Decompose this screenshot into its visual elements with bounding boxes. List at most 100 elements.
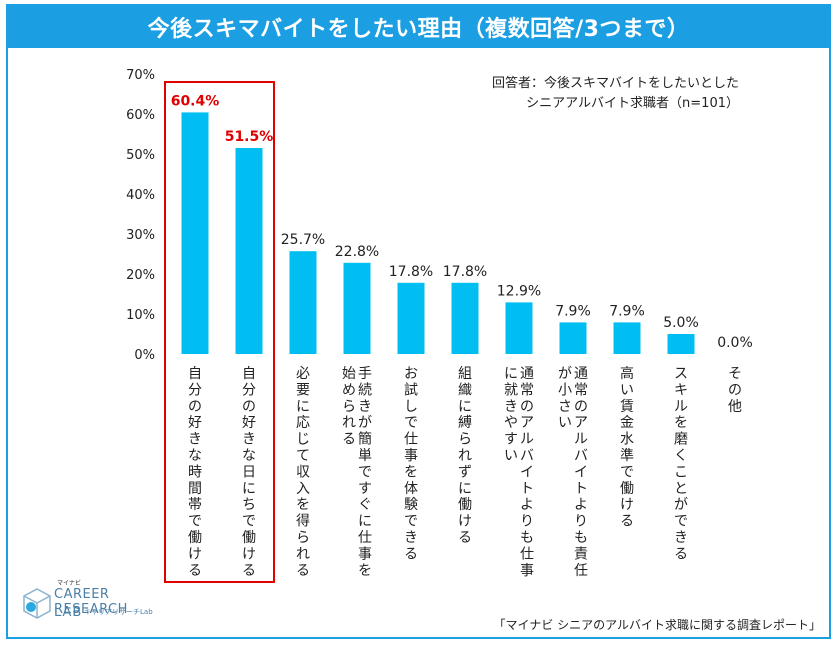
category-label-char: れ (458, 448, 472, 464)
source-note: 「マイナビ シニアのアルバイト求職に関する調査レポート」 (493, 618, 821, 632)
category-label-char: に (242, 481, 256, 497)
category-label-char: 自 (188, 366, 202, 382)
bar (343, 262, 371, 354)
category-label-char: な (188, 448, 202, 464)
category-label-char: き (404, 530, 418, 546)
category-label-char: る (404, 546, 418, 562)
category-label-char: ち (242, 497, 256, 513)
category-label-char: バ (574, 448, 588, 464)
category-label-char: 他 (728, 399, 742, 415)
category-label-char: の (242, 399, 256, 415)
category-label-char: も (520, 530, 534, 546)
value-label: 22.8% (335, 244, 379, 260)
value-label: 12.9% (497, 283, 541, 299)
category-label-char: き (504, 399, 518, 415)
category-label-char: 手 (358, 366, 372, 382)
category-label-char: を (674, 415, 688, 431)
category-label-char: 必 (296, 366, 310, 382)
category-label-char: な (242, 448, 256, 464)
category-label-char: 仕 (358, 530, 372, 546)
category-label-char: を (358, 563, 372, 579)
category-label-char: イ (574, 464, 588, 480)
category-label-char: で (358, 464, 372, 480)
category-label-char: 始 (342, 366, 356, 382)
category-label-char: 通 (574, 366, 588, 382)
category-label-char: き (242, 432, 256, 448)
respondent-note: 回答者：今後スキマバイトをしたいとした シニアアルバイト求職者（n=101） (492, 74, 739, 114)
cube-logo-icon (23, 588, 51, 619)
bar (667, 334, 695, 354)
category-label-char: め (342, 382, 356, 398)
category-label-char: く (674, 448, 688, 464)
y-tick-label: 40% (126, 188, 155, 203)
value-label: 0.0% (717, 335, 753, 351)
bar (505, 302, 533, 354)
category-label-char: れ (342, 415, 356, 431)
category-label-char: る (458, 530, 472, 546)
category-label-char: ル (674, 399, 688, 415)
category-label-char: 単 (358, 448, 372, 464)
category-label-char: 金 (620, 415, 634, 431)
category-label-char: 試 (404, 382, 418, 398)
category-label-char: の (728, 382, 742, 398)
category-label-char: の (188, 399, 202, 415)
logo-sub: キャリアリサーチLab (84, 608, 153, 616)
category-label-char: 間 (188, 481, 202, 497)
value-label: 17.8% (389, 264, 433, 280)
category-label-char: け (458, 514, 472, 530)
category-label-char: 好 (188, 415, 202, 431)
category-label-char: で (188, 514, 202, 530)
category-label-char: 事 (404, 448, 418, 464)
category-label-char: お (404, 366, 418, 382)
category-label-char: が (558, 366, 572, 382)
category-label-char: 時 (188, 464, 202, 480)
category-label-char: よ (574, 497, 588, 513)
career-research-lab-logo: マイナビ CAREER RESEARCH LAB キャリアリサーチLab (22, 580, 172, 625)
category-label-char: に (504, 366, 518, 382)
category-label-char: に (458, 481, 472, 497)
category-label-char: ル (574, 432, 588, 448)
value-label: 60.4% (171, 93, 220, 109)
y-tick-label: 0% (134, 348, 155, 363)
category-label-char: を (404, 464, 418, 480)
category-label-char: ア (520, 415, 534, 431)
category-label-char: を (296, 497, 310, 513)
bar (397, 282, 425, 354)
category-label-char: バ (520, 448, 534, 464)
y-tick-label: 60% (126, 108, 155, 123)
category-label-char: ル (520, 432, 534, 448)
category-label-char: に (296, 399, 310, 415)
category-label-char: ア (574, 415, 588, 431)
category-label-char: れ (296, 546, 310, 562)
category-label-char: 準 (620, 448, 634, 464)
category-label-char: 通 (520, 366, 534, 382)
y-tick-label: 50% (126, 148, 155, 163)
category-label-char: 事 (520, 563, 534, 579)
category-label-char: し (404, 399, 418, 415)
category-label-char: で (404, 415, 418, 431)
category-label-char: で (404, 514, 418, 530)
category-label-char: 分 (242, 382, 256, 398)
category-label-char: る (342, 432, 356, 448)
category-label-char: け (620, 497, 634, 513)
category-label-char: き (358, 399, 372, 415)
category-label-char: す (358, 481, 372, 497)
category-label-char: じ (296, 432, 310, 448)
category-label-char: の (574, 399, 588, 415)
category-label-char: 働 (458, 497, 472, 513)
category-label-char: 常 (574, 382, 588, 398)
category-label-char: 高 (620, 365, 634, 382)
respondent-note-line2: シニアアルバイト求職者（n=101） (526, 96, 739, 111)
logo-line2: LAB (54, 605, 83, 620)
chart-frame: 今後スキマバイトをしたい理由（複数回答/3つまで） (6, 4, 831, 639)
category-label-char: 応 (296, 415, 310, 431)
category-label-char: が (358, 415, 372, 431)
category-label-char: の (520, 399, 534, 415)
category-label-char: ず (458, 464, 472, 480)
category-label-char: い (620, 382, 634, 398)
y-tick-label: 10% (126, 308, 155, 323)
respondent-note-line1: 回答者：今後スキマバイトをしたいとした (491, 76, 739, 91)
value-label: 25.7% (281, 232, 325, 248)
category-label-char: 仕 (404, 432, 418, 448)
category-label-char: 帯 (188, 497, 202, 513)
